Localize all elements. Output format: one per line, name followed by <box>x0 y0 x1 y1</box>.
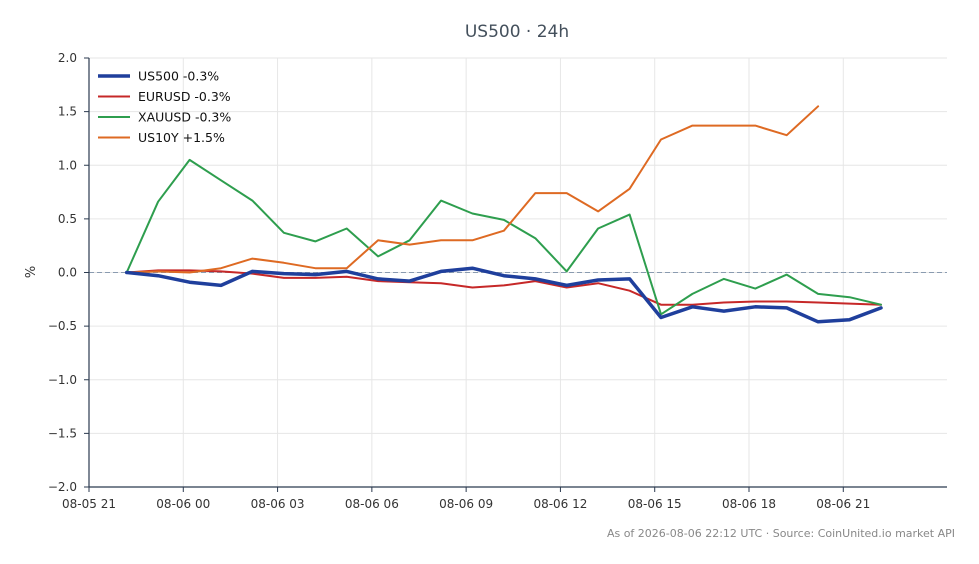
legend: US500 -0.3% EURUSD -0.3% XAUUSD -0.3% US10Y… <box>98 69 231 145</box>
x-tick-label: 08-06 09 <box>439 497 493 511</box>
chart-title: US500 · 24h <box>465 22 569 42</box>
series-lines <box>124 105 883 324</box>
y-tick-label: −1.0 <box>48 373 77 387</box>
x-tick-label: 08-06 12 <box>533 497 587 511</box>
legend-label: US10Y +1.5% <box>138 130 225 145</box>
source-footer: As of 2026-08-06 22:12 UTC · Source: Coi… <box>607 527 955 540</box>
series-line-eurusd <box>125 269 882 306</box>
legend-label: EURUSD -0.3% <box>138 89 231 104</box>
x-tick-label: 08-06 18 <box>722 497 776 511</box>
y-tick-label: −1.5 <box>48 426 77 440</box>
y-tick-label: 2.0 <box>58 51 77 65</box>
y-axis-label: % <box>24 266 39 278</box>
axes: 2.0 1.5 1.0 0.5 0.0 −0.5 −1.0 −1.5 −2.0 08-05 21 0… <box>48 51 947 511</box>
x-tick-label: 08-06 06 <box>345 497 399 511</box>
y-tick-label: 0.0 <box>58 266 77 280</box>
x-tick-label: 08-06 00 <box>156 497 210 511</box>
x-tick-label: 08-06 15 <box>628 497 682 511</box>
x-tick-label: 08-06 21 <box>816 497 870 511</box>
y-tick-label: 0.5 <box>58 212 77 226</box>
legend-label: XAUUSD -0.3% <box>138 110 231 125</box>
x-tick-label: 08-06 03 <box>251 497 305 511</box>
y-tick-label: 1.5 <box>58 105 77 119</box>
series-line-xauusd <box>125 158 882 316</box>
series-line-us500 <box>124 266 883 324</box>
x-tick-label: 08-05 21 <box>62 497 116 511</box>
y-tick-label: −2.0 <box>48 480 77 494</box>
grid <box>88 57 947 488</box>
y-tick-label: −0.5 <box>48 319 77 333</box>
series-line-us10y <box>125 105 820 274</box>
legend-label: US500 -0.3% <box>138 69 219 84</box>
y-tick-label: 1.0 <box>58 158 77 172</box>
